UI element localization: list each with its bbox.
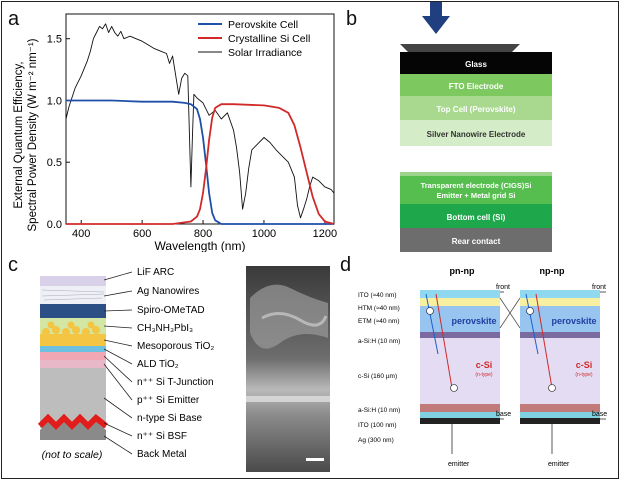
right-emitter-label: emitter bbox=[548, 461, 570, 468]
left-csi-label: c-Si bbox=[476, 360, 493, 370]
layer-thickness-labels: ITO (≈40 nm) HTM (≈40 nm) ETM (≈40 nm) a… bbox=[358, 292, 400, 444]
thk-csi: c-Si (160 µm) bbox=[358, 373, 397, 380]
y-tick-label: 1.5 bbox=[47, 34, 62, 46]
thk-ito: ITO (≈40 nm) bbox=[358, 292, 396, 299]
x-tick-label: 600 bbox=[133, 228, 151, 240]
label-perovskite: CH₃NH₃PbI₃ bbox=[137, 323, 193, 334]
left-emitter-label: emitter bbox=[448, 461, 470, 468]
right-cell-title: np-np bbox=[540, 266, 565, 276]
bottom-stack: Transparent electrode (CIGS)Si Emitter +… bbox=[400, 172, 552, 252]
panel-d-label: d bbox=[340, 254, 352, 276]
right-cell: perovskite c-Si (n-type) bbox=[520, 290, 600, 424]
left-ntype-label: (n-type) bbox=[475, 372, 493, 378]
thk-asi-top: a-Si:H (10 nm) bbox=[358, 338, 400, 345]
label-spiro: Spiro-OMeTAD bbox=[137, 305, 205, 316]
left-base-label: base bbox=[496, 411, 511, 418]
layer-glass bbox=[400, 52, 552, 74]
thk-asi-bottom: a-Si:H (10 nm) bbox=[358, 407, 400, 414]
layer-topcell bbox=[400, 96, 552, 120]
label-ald-tio2: ALD TiO₂ bbox=[137, 359, 179, 370]
legend-perovskite: Perovskite Cell bbox=[228, 19, 298, 31]
label-si-base: n-type Si Base bbox=[137, 413, 202, 424]
label-back-metal: Back Metal bbox=[137, 449, 186, 460]
y-tick-label: 1.0 bbox=[47, 95, 62, 107]
series-line-perovskite-cell bbox=[66, 99, 334, 225]
left-cell: perovskite c-Si (n-type) bbox=[420, 290, 500, 424]
legend-si: Crystalline Si Cell bbox=[228, 33, 310, 45]
layer-si bbox=[400, 204, 552, 228]
layer-stack: (not to scale) bbox=[37, 276, 108, 461]
layer-emitter bbox=[40, 360, 106, 368]
layer-bsf bbox=[37, 413, 108, 431]
panel-b-diagram: Glass FTO Electrode Top Cell (Perovskite… bbox=[400, 2, 552, 252]
not-to-scale-note: (not to scale) bbox=[42, 449, 103, 461]
label-t-junction: n⁺⁺ Si T-Junction bbox=[137, 377, 214, 388]
thk-etm: ETM (≈40 nm) bbox=[358, 318, 400, 325]
y-tick-label: 0.0 bbox=[47, 219, 62, 231]
x-tick-label: 400 bbox=[72, 228, 90, 240]
series-line-solar-irradiance bbox=[65, 23, 335, 219]
layer-spiro bbox=[40, 304, 106, 318]
label-meso-tio2: Mesoporous TiO₂ bbox=[137, 341, 214, 352]
panel-a-label: a bbox=[8, 8, 20, 30]
xlabel: Wavelength (nm) bbox=[155, 239, 246, 252]
leader-lines bbox=[103, 271, 133, 455]
thk-htm: HTM (≈40 nm) bbox=[358, 305, 400, 312]
panel-c-diagram: (not to scale) LiF ARC Ag Nanowires Spir… bbox=[37, 266, 330, 472]
layer-labels: LiF ARC Ag Nanowires Spiro-OMeTAD CH₃NH₃… bbox=[137, 267, 214, 460]
layer-silver-label: Silver Nanowire Electrode bbox=[427, 130, 526, 139]
x-tick-label: 800 bbox=[194, 228, 212, 240]
layer-topcell-label: Top Cell (Perovskite) bbox=[437, 105, 516, 114]
layer-silver bbox=[400, 120, 552, 146]
thk-ag: Ag (300 nm) bbox=[358, 437, 394, 444]
label-emitter: p⁺⁺ Si Emitter bbox=[137, 395, 200, 406]
right-front-label: front bbox=[592, 284, 606, 291]
panel-d-diagram: pn-np np-np ITO (≈40 nm) HTM (≈40 nm) ET… bbox=[358, 266, 607, 468]
x-tick-label: 1200 bbox=[313, 228, 337, 240]
layer-lif bbox=[40, 276, 106, 286]
label-bsf: n⁺⁺ Si BSF bbox=[137, 431, 187, 442]
label-ag-nanowires: Ag Nanowires bbox=[137, 286, 199, 297]
right-perovskite-label: perovskite bbox=[551, 316, 596, 326]
layer-back-metal bbox=[40, 422, 106, 440]
legend-irradiance: Solar Irradiance bbox=[228, 47, 302, 59]
series-line-crystalline-si-cell bbox=[66, 103, 335, 225]
left-front-label: front bbox=[496, 284, 510, 291]
layer-rear-label: Rear contact bbox=[452, 237, 501, 246]
left-perovskite-label: perovskite bbox=[451, 316, 496, 326]
layer-fto-label: FTO Electrode bbox=[449, 82, 504, 91]
light-arrow-icon bbox=[422, 2, 450, 34]
cross-connector bbox=[499, 297, 521, 329]
panel-a-chart: External Quantum Efficiency, Spectral Po… bbox=[13, 13, 337, 252]
layer-rear bbox=[400, 228, 552, 252]
ylabel-line2: Spectral Power Density (W m⁻² nm⁻¹) bbox=[27, 38, 39, 231]
label-lif-arc: LiF ARC bbox=[137, 267, 174, 278]
layer-glass-label: Glass bbox=[465, 60, 487, 69]
layer-tce bbox=[400, 176, 552, 204]
layer-si-label: Bottom cell (Si) bbox=[447, 213, 506, 222]
y-tick-label: 0.5 bbox=[47, 157, 62, 169]
ylabel-line1: External Quantum Efficiency, bbox=[13, 61, 25, 208]
x-tick-label: 1000 bbox=[252, 228, 276, 240]
right-ntype-label: (n-type) bbox=[575, 372, 593, 378]
right-base-label: base bbox=[592, 411, 607, 418]
series-lines bbox=[65, 23, 335, 225]
terminals bbox=[451, 291, 606, 454]
layer-tce-label-2: Emitter + Metal grid Si bbox=[437, 191, 516, 200]
top-stack: Glass FTO Electrode Top Cell (Perovskite… bbox=[400, 44, 552, 146]
layer-fto bbox=[400, 74, 552, 96]
layer-tce-label-1: Transparent electrode (CIGS)Si bbox=[421, 181, 532, 190]
right-csi-label: c-Si bbox=[576, 360, 593, 370]
sem-image bbox=[246, 266, 330, 472]
layer-ald-tio2 bbox=[40, 346, 106, 352]
layer-t-junction bbox=[40, 352, 106, 360]
panel-b-label: b bbox=[346, 8, 358, 30]
scale-bar bbox=[306, 458, 324, 461]
left-cell-title: pn-np bbox=[450, 266, 475, 276]
layer-meso-tio2 bbox=[40, 334, 106, 346]
panel-c-label: c bbox=[8, 254, 18, 276]
legend: Perovskite Cell Crystalline Si Cell Sola… bbox=[198, 19, 310, 59]
thk-ito-bottom: ITO (100 nm) bbox=[358, 422, 397, 429]
